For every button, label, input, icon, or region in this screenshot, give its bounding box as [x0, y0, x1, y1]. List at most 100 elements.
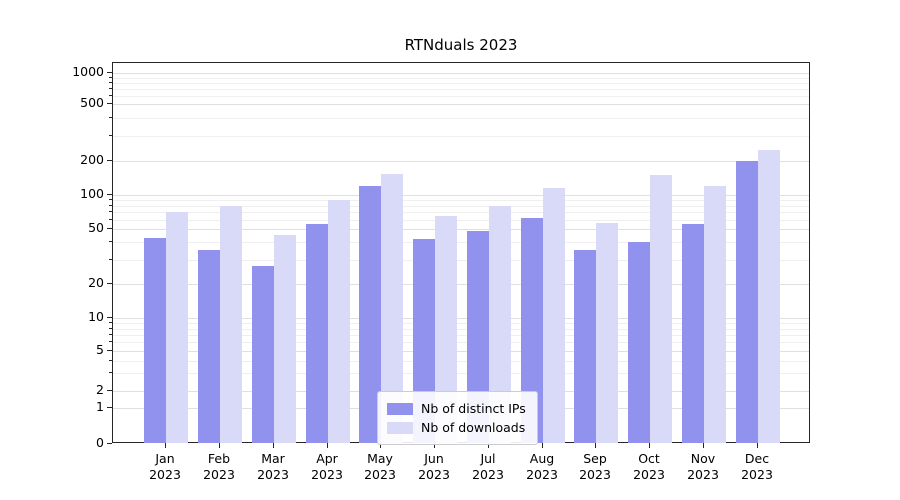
x-tick-mark	[434, 443, 435, 448]
bar-downloads	[220, 206, 242, 443]
x-tick-mark	[542, 443, 543, 448]
bar-distinct-ips	[198, 250, 220, 443]
x-tick-mark	[703, 443, 704, 448]
y-tick-label: 2	[96, 382, 104, 397]
bar-downloads	[435, 216, 457, 443]
chart-title: RTNduals 2023	[404, 36, 518, 54]
bar-distinct-ips	[467, 231, 489, 443]
x-tick-label: Mar 2023	[257, 451, 289, 482]
bar-downloads	[489, 206, 511, 443]
gridline-major	[113, 284, 809, 285]
y-tick-mark-minor	[109, 372, 112, 373]
bar-distinct-ips	[736, 161, 758, 443]
y-tick-mark-minor	[109, 211, 112, 212]
gridline-major	[113, 229, 809, 230]
x-tick-label: Jan 2023	[149, 451, 181, 482]
bar-downloads	[274, 235, 296, 443]
gridline-major	[113, 161, 809, 162]
bar-downloads	[758, 150, 780, 443]
y-tick-mark	[107, 407, 112, 408]
y-tick-mark-minor	[109, 77, 112, 78]
x-tick-label: Feb 2023	[203, 451, 235, 482]
y-tick-mark-minor	[109, 95, 112, 96]
x-tick-mark	[219, 443, 220, 448]
y-tick-label: 5	[96, 342, 104, 357]
bar-distinct-ips	[682, 224, 704, 443]
y-tick-label: 0	[96, 435, 104, 450]
y-tick-mark-minor	[109, 360, 112, 361]
gridline-minor	[113, 96, 809, 97]
x-tick-mark	[380, 443, 381, 448]
y-tick-label: 500	[80, 95, 104, 110]
gridline-minor	[113, 242, 809, 243]
y-tick-mark	[107, 72, 112, 73]
y-tick-mark-minor	[109, 117, 112, 118]
x-tick-label: Aug 2023	[526, 451, 558, 482]
gridline-minor	[113, 335, 809, 336]
gridline-minor	[113, 118, 809, 119]
y-tick-mark	[107, 228, 112, 229]
y-tick-mark	[107, 350, 112, 351]
y-tick-mark-minor	[109, 334, 112, 335]
y-tick-mark-minor	[109, 341, 112, 342]
y-tick-mark	[107, 160, 112, 161]
y-tick-label: 20	[88, 275, 104, 290]
bar-downloads	[328, 200, 350, 443]
bar-downloads	[543, 188, 565, 443]
gridline-major	[113, 351, 809, 352]
y-tick-mark-minor	[109, 82, 112, 83]
y-tick-mark-minor	[109, 88, 112, 89]
y-tick-mark	[107, 194, 112, 195]
x-tick-label: Dec 2023	[741, 451, 773, 482]
bar-downloads	[166, 212, 188, 443]
y-tick-mark-minor	[109, 219, 112, 220]
x-tick-mark	[273, 443, 274, 448]
gridline-minor	[113, 206, 809, 207]
y-tick-label: 100	[80, 186, 104, 201]
legend-label-distinct-ips: Nb of distinct IPs	[421, 401, 526, 416]
gridline-minor	[113, 361, 809, 362]
y-tick-mark	[107, 443, 112, 444]
gridline-minor	[113, 220, 809, 221]
x-tick-mark	[649, 443, 650, 448]
legend-label-downloads: Nb of downloads	[421, 420, 526, 435]
x-tick-label: Apr 2023	[311, 451, 343, 482]
y-tick-label: 50	[88, 220, 104, 235]
bar-distinct-ips	[359, 186, 381, 443]
x-tick-mark	[327, 443, 328, 448]
bar-downloads	[596, 223, 618, 443]
bar-distinct-ips	[306, 224, 328, 443]
bar-distinct-ips	[628, 242, 650, 443]
bar-distinct-ips	[521, 218, 543, 443]
legend-swatch-downloads	[387, 421, 413, 434]
x-tick-mark	[595, 443, 596, 448]
bar-distinct-ips	[574, 250, 596, 443]
y-tick-mark	[107, 317, 112, 318]
bar-downloads	[704, 186, 726, 443]
y-tick-mark-minor	[109, 135, 112, 136]
x-tick-label: May 2023	[364, 451, 396, 482]
gridline-major	[113, 195, 809, 196]
y-tick-mark	[107, 283, 112, 284]
y-tick-label: 1000	[72, 64, 104, 79]
gridline-minor	[113, 78, 809, 79]
bar-downloads	[381, 174, 403, 443]
gridline-minor	[113, 200, 809, 201]
gridline-minor	[113, 83, 809, 84]
y-tick-label: 200	[80, 152, 104, 167]
gridline-minor	[113, 329, 809, 330]
gridline-minor	[113, 373, 809, 374]
gridline-minor	[113, 212, 809, 213]
x-tick-mark	[757, 443, 758, 448]
y-tick-mark-minor	[109, 241, 112, 242]
x-tick-label: Nov 2023	[687, 451, 719, 482]
legend-swatch-distinct-ips	[387, 402, 413, 415]
x-tick-mark	[488, 443, 489, 448]
gridline-major	[113, 104, 809, 105]
gridline-major	[113, 73, 809, 74]
y-tick-mark	[107, 103, 112, 104]
y-tick-mark-minor	[109, 322, 112, 323]
gridline-minor	[113, 89, 809, 90]
y-tick-mark-minor	[109, 199, 112, 200]
